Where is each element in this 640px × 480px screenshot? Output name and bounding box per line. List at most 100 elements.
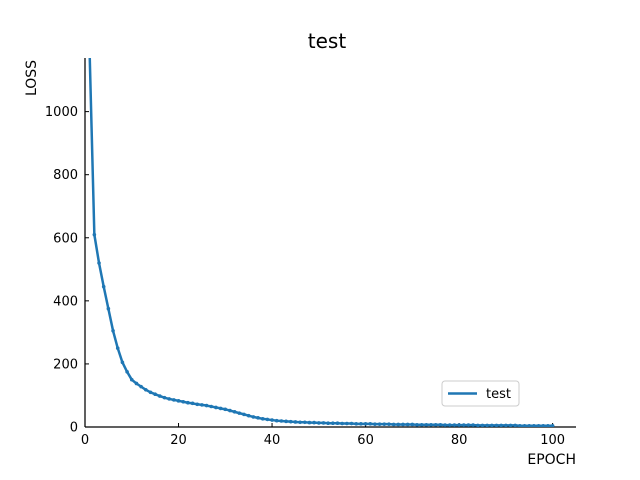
data-point xyxy=(466,423,471,427)
data-point xyxy=(527,423,532,427)
y-tick-label: 800 xyxy=(53,168,78,183)
y-axis-label: LOSS xyxy=(24,60,40,96)
data-point xyxy=(279,419,284,423)
data-point xyxy=(508,423,513,427)
data-point xyxy=(129,377,134,382)
data-point xyxy=(101,284,106,289)
data-point xyxy=(373,422,377,426)
data-point xyxy=(382,422,387,426)
data-point xyxy=(471,423,475,427)
data-point xyxy=(405,422,410,427)
data-point xyxy=(111,329,115,333)
x-axis-ticks: 0 20 40 60 80 100 xyxy=(81,423,565,448)
data-point xyxy=(317,421,321,425)
data-point xyxy=(550,423,555,427)
data-point xyxy=(424,422,429,427)
series-line xyxy=(88,58,553,427)
y-tick-label: 200 xyxy=(53,357,78,372)
data-point xyxy=(391,422,396,427)
data-point xyxy=(176,399,181,403)
data-point xyxy=(223,407,228,412)
data-point xyxy=(302,420,307,425)
data-point xyxy=(106,306,111,311)
data-point xyxy=(284,419,288,424)
data-point xyxy=(153,392,157,397)
data-point xyxy=(546,423,550,427)
x-tick-label: 80 xyxy=(451,433,468,448)
data-point xyxy=(88,53,92,57)
data-point xyxy=(120,360,125,365)
data-point xyxy=(363,422,368,426)
data-point xyxy=(541,423,546,427)
x-tick-label: 20 xyxy=(170,433,187,448)
x-tick-label: 60 xyxy=(357,433,374,448)
series-test xyxy=(88,53,555,427)
x-tick-label: 100 xyxy=(540,433,565,448)
data-point xyxy=(419,422,424,427)
data-point xyxy=(410,422,415,427)
data-point xyxy=(536,423,541,427)
data-point xyxy=(125,370,129,374)
data-point xyxy=(321,421,326,425)
data-point xyxy=(251,415,256,419)
data-point xyxy=(274,418,279,423)
data-point xyxy=(452,423,457,427)
legend-label-test: test xyxy=(486,387,511,402)
data-point xyxy=(480,423,485,427)
x-axis-label: EPOCH xyxy=(527,452,576,468)
data-point xyxy=(190,401,195,406)
y-axis-ticks: 0 200 400 600 800 1000 xyxy=(45,105,89,436)
data-point xyxy=(433,422,438,427)
data-point xyxy=(195,402,200,407)
data-point xyxy=(307,420,312,425)
data-point xyxy=(270,418,274,422)
data-point xyxy=(499,423,503,427)
data-point xyxy=(288,419,293,424)
data-point xyxy=(312,420,316,425)
legend: test xyxy=(441,380,520,407)
data-point xyxy=(265,417,270,422)
data-point xyxy=(340,421,344,426)
data-point xyxy=(532,423,536,427)
legend-box xyxy=(441,380,520,407)
data-point xyxy=(518,423,522,427)
data-point xyxy=(186,400,190,405)
chart-title: test xyxy=(308,29,347,53)
y-tick-label: 1000 xyxy=(45,105,78,120)
data-point xyxy=(97,261,101,265)
data-point xyxy=(429,422,433,427)
data-point xyxy=(396,422,401,427)
data-point xyxy=(181,399,185,404)
data-point xyxy=(256,416,260,420)
data-point xyxy=(415,422,419,427)
data-point xyxy=(504,423,508,427)
y-tick-label: 0 xyxy=(70,421,78,436)
data-point xyxy=(457,423,461,427)
data-point xyxy=(377,422,382,426)
data-point xyxy=(260,417,265,421)
data-point xyxy=(335,421,340,426)
data-point xyxy=(246,413,251,418)
y-tick-label: 400 xyxy=(53,294,78,309)
data-point xyxy=(438,422,443,427)
data-point xyxy=(522,423,527,427)
data-point xyxy=(443,423,447,427)
data-point xyxy=(349,421,354,426)
data-point xyxy=(167,397,171,401)
data-point xyxy=(172,398,176,402)
x-tick-label: 0 xyxy=(81,433,89,448)
data-point xyxy=(368,422,373,426)
data-point xyxy=(401,422,405,427)
data-point xyxy=(293,420,298,424)
data-point xyxy=(242,412,246,417)
data-point xyxy=(218,406,223,411)
data-point xyxy=(115,346,120,350)
data-point xyxy=(345,421,349,426)
data-point xyxy=(354,422,359,426)
data-point xyxy=(148,390,153,395)
data-point xyxy=(298,420,302,425)
x-tick-label: 40 xyxy=(264,433,281,448)
data-point xyxy=(476,423,480,427)
data-point xyxy=(134,381,139,386)
